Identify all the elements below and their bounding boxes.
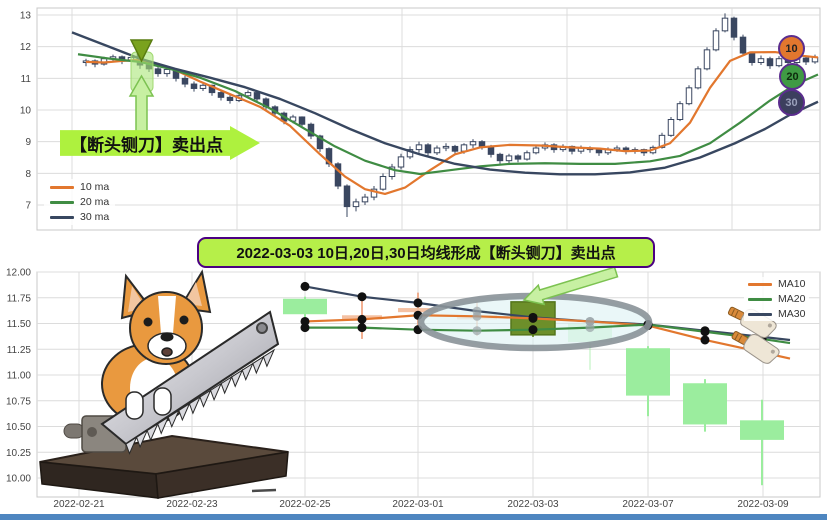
x-tick-label: 2022-03-07 xyxy=(622,499,674,510)
ma-point-marker xyxy=(300,323,310,333)
sell-point-callout: 【断头铡刀】卖出点 xyxy=(60,126,260,160)
ma-point-marker xyxy=(528,313,538,323)
ma-point-marker xyxy=(585,323,595,333)
bottom-chart-legend: MA10 MA20 MA30 xyxy=(744,277,810,321)
legend-item-ma30: 30 ma xyxy=(50,211,109,223)
y-tick-label: 12 xyxy=(20,42,32,53)
x-tick-label: 2022-03-01 xyxy=(392,499,444,510)
corgi-paws xyxy=(125,387,172,420)
ma10-end-badge: 10 xyxy=(778,35,805,62)
y-tick-label: 11.00 xyxy=(7,371,32,382)
top-chart-legend: 10 ma 20 ma 30 ma xyxy=(44,179,116,225)
ma-line-MA10 xyxy=(304,314,791,360)
sell-point-callout-text: 【断头铡刀】卖出点 xyxy=(70,135,223,155)
event-banner-text: 2022-03-03 10日,20日,30日均线形成【断头铡刀】卖出点 xyxy=(236,245,616,262)
x-tick-label: 2022-02-25 xyxy=(279,499,331,510)
legend-label: 20 ma xyxy=(80,196,110,208)
y-tick-label: 11.75 xyxy=(7,293,32,304)
y-tick-label: 10.75 xyxy=(6,396,31,407)
saw-blade xyxy=(100,310,280,455)
ma20-line-swatch xyxy=(50,200,74,204)
y-tick-label: 9 xyxy=(25,137,31,148)
y-tick-label: 10 xyxy=(20,106,32,117)
ma-point-marker xyxy=(413,298,423,308)
y-tick-label: 10.00 xyxy=(6,474,31,485)
y-tick-label: 10.50 xyxy=(6,422,31,433)
ma30-line-swatch xyxy=(50,215,74,219)
cutter-base xyxy=(39,434,289,499)
legend-label: MA10 xyxy=(778,278,806,290)
legend-label: MA30 xyxy=(778,308,806,320)
ma-point-marker xyxy=(472,311,482,321)
badge-label: 20 xyxy=(786,70,799,83)
legend-item-ma20: MA20 xyxy=(748,293,805,305)
corgi-on-guillotine-illustration xyxy=(39,269,289,499)
y-tick-label: 11.50 xyxy=(7,319,32,330)
ma-point-marker xyxy=(700,327,710,337)
ma30-line-swatch xyxy=(748,312,772,316)
legend-label: 10 ma xyxy=(80,181,110,193)
ma10-line-swatch xyxy=(50,185,74,189)
ma-point-marker xyxy=(472,326,482,336)
y-tick-label: 7 xyxy=(25,201,31,212)
ma30-end-badge: 30 xyxy=(778,89,805,116)
ma20-end-badge: 20 xyxy=(779,63,806,90)
ma-point-marker xyxy=(357,323,367,333)
bottom-edge-strip xyxy=(0,514,827,520)
badge-label: 30 xyxy=(785,96,798,109)
x-tick-label: 2022-02-21 xyxy=(53,499,105,510)
cleaver-icon xyxy=(731,331,780,364)
bottom-candle xyxy=(740,399,784,486)
ma-point-marker xyxy=(585,316,595,326)
y-tick-label: 11 xyxy=(21,74,32,85)
legend-label: 30 ma xyxy=(80,211,110,223)
tiny-candle-dash xyxy=(251,488,277,493)
ma-point-marker xyxy=(700,335,710,345)
blade-teeth xyxy=(125,348,276,455)
bottom-candle xyxy=(626,346,670,417)
ma-point-marker xyxy=(357,314,367,324)
ma-point-marker xyxy=(300,316,310,326)
plot-border xyxy=(36,7,821,231)
legend-item-ma10: 10 ma xyxy=(50,181,109,193)
y-tick-label: 8 xyxy=(25,169,31,180)
y-tick-label: 13 xyxy=(20,11,32,22)
sell-triangle-marker xyxy=(129,39,154,63)
legend-item-ma10: MA10 xyxy=(748,278,805,290)
event-banner: 2022-03-03 10日,20日,30日均线形成【断头铡刀】卖出点 xyxy=(197,237,655,268)
y-tick-label: 10.25 xyxy=(6,448,31,459)
ma-point-marker xyxy=(528,325,538,335)
ma-line-30ma xyxy=(71,31,819,176)
x-tick-label: 2022-03-09 xyxy=(737,499,789,510)
ma-point-marker xyxy=(357,292,367,302)
legend-label: MA20 xyxy=(778,293,806,305)
x-tick-label: 2022-02-23 xyxy=(166,499,218,510)
legend-item-ma30: MA30 xyxy=(748,308,805,320)
y-tick-label: 11.25 xyxy=(7,345,32,356)
ma-line-20ma xyxy=(77,53,819,176)
banner-to-candle-arrow xyxy=(522,266,619,306)
x-tick-label: 2022-03-03 xyxy=(507,499,559,510)
ma10-line-swatch xyxy=(748,282,772,286)
ma20-line-swatch xyxy=(748,297,772,301)
legend-item-ma20: 20 ma xyxy=(50,196,109,208)
bottom-candle xyxy=(683,379,727,432)
ma-point-marker xyxy=(300,281,310,291)
badge-label: 10 xyxy=(785,42,798,55)
y-tick-label: 12.00 xyxy=(6,268,31,279)
